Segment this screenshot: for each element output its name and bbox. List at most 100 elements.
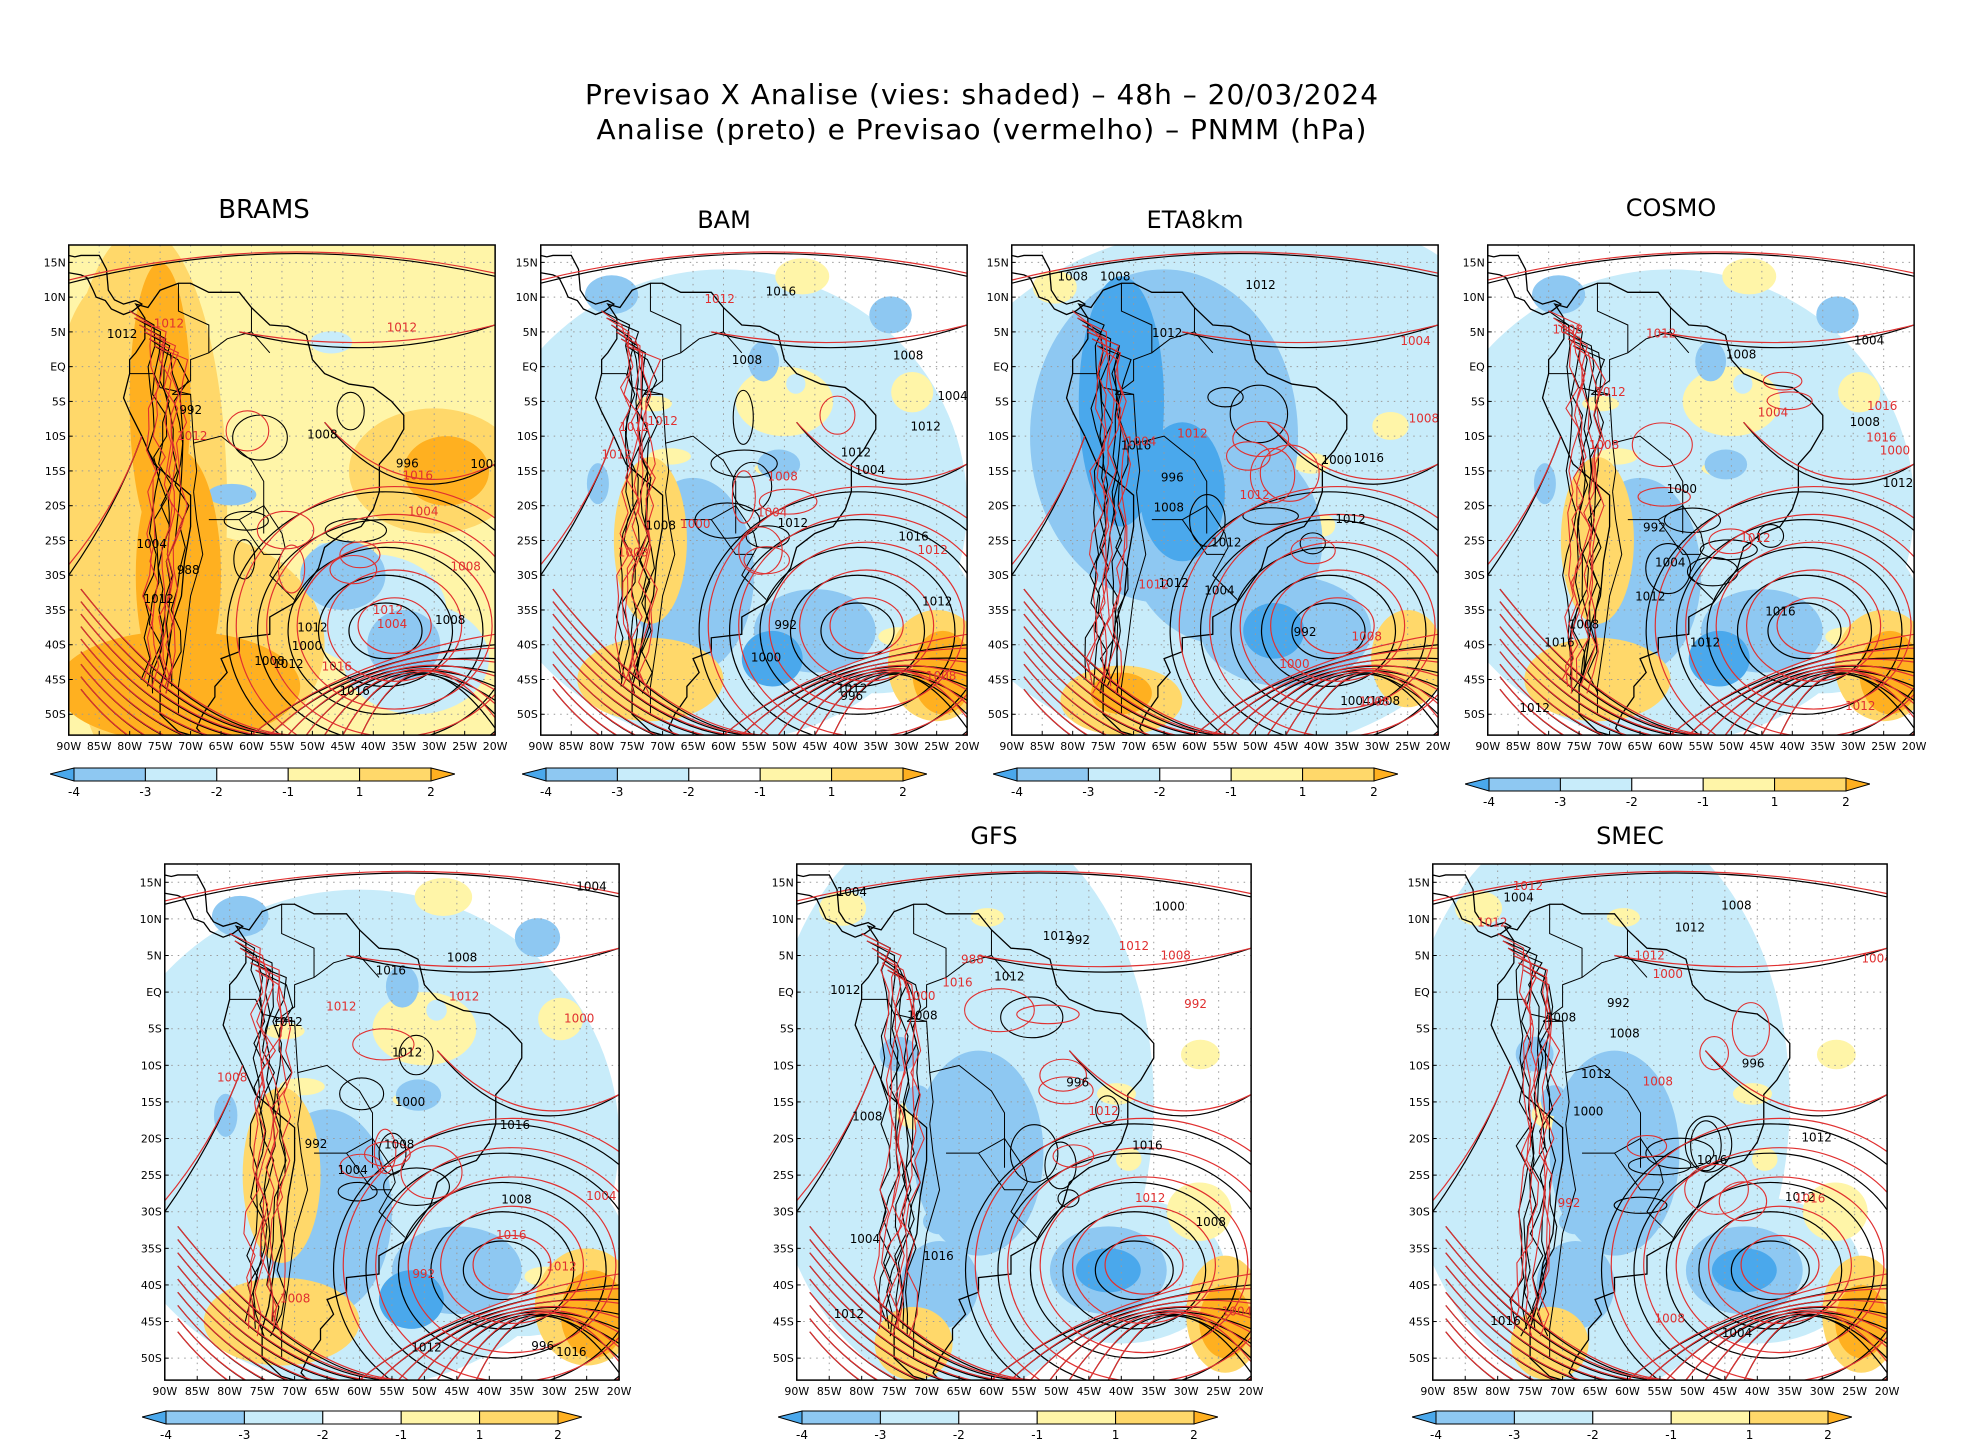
lon-tick-label: 45W	[1076, 1385, 1101, 1398]
isobar	[324, 668, 496, 736]
isobar	[153, 345, 189, 694]
lat-tick-label: EQ	[522, 361, 538, 374]
contour-label: 1012	[1519, 701, 1549, 715]
isobar	[552, 651, 824, 736]
contour-label: 1012	[778, 516, 808, 530]
isobar	[1062, 1211, 1207, 1330]
contour-label: 1012	[841, 445, 871, 459]
isobar	[1259, 444, 1320, 502]
isobar	[144, 331, 179, 680]
colorbar-smec: -4-3-2-11234	[1410, 1410, 1910, 1450]
coastline	[222, 903, 523, 1381]
colorbar-label: 1	[828, 785, 836, 799]
isobar	[1762, 371, 1803, 391]
isobar	[1685, 513, 1915, 736]
contour-label: 1016	[500, 1118, 530, 1132]
isobar	[1507, 947, 1540, 1337]
colorbar-arrow-left	[520, 767, 547, 782]
isobar	[1676, 519, 1915, 736]
lat-tick-label: 50S	[517, 708, 538, 721]
isobar	[698, 491, 968, 736]
lon-tick-label: 70W	[1121, 740, 1146, 753]
lon-tick-label: 40W	[1109, 1385, 1134, 1398]
contour-label: 1012	[1138, 578, 1168, 592]
isobar	[1626, 1134, 1668, 1158]
lon-tick-label: 30W	[894, 740, 919, 753]
contour-label: 996	[1742, 1056, 1765, 1070]
isobar	[324, 421, 496, 481]
isobar	[1445, 1291, 1735, 1381]
lat-tick-label: 5S	[524, 395, 538, 408]
isobar	[1614, 947, 1888, 973]
panel-title-smec: SMEC	[1596, 822, 1664, 850]
contour-label: 1012	[177, 429, 207, 443]
contour-label: 1008	[280, 1291, 310, 1305]
isobar	[796, 421, 968, 481]
lat-tick-label: 50S	[988, 708, 1009, 721]
isobar	[134, 317, 167, 687]
isobar	[1038, 1076, 1094, 1105]
colorbar-segment	[545, 767, 618, 782]
lat-tick-label: 35S	[988, 604, 1009, 617]
isobar	[1432, 1065, 1512, 1202]
isobar	[1675, 1176, 1885, 1354]
contour-label: 1004	[586, 1189, 616, 1203]
bias-shade	[1838, 371, 1881, 413]
bias-shade	[1032, 270, 1077, 304]
isobar	[1637, 486, 1691, 507]
lat-tick-label: 35S	[141, 1242, 162, 1255]
isobar	[711, 324, 968, 344]
lat-tick-label: 40S	[1464, 639, 1485, 652]
bias-shade	[207, 483, 257, 506]
isobar	[337, 1181, 378, 1202]
bias-shade	[1139, 422, 1225, 562]
isobar	[876, 955, 914, 1322]
lat-tick-label: 25S	[988, 534, 1009, 547]
lon-tick-label: 50W	[1719, 740, 1744, 753]
isobar	[1088, 1311, 1252, 1381]
lat-tick-label: 5N	[1415, 949, 1430, 962]
bias-shade	[922, 1208, 957, 1235]
contour-label: 1008	[767, 470, 797, 484]
lon-tick-label: 50W	[772, 740, 797, 753]
colorbar-segment	[243, 1410, 324, 1425]
isobar	[430, 1211, 575, 1330]
isobar	[1487, 252, 1915, 284]
isobar	[1087, 331, 1122, 680]
isobar	[348, 602, 423, 660]
lon-tick-label: 80W	[217, 1385, 242, 1398]
isobar	[540, 252, 968, 284]
isobar	[1761, 669, 1915, 736]
country-border	[946, 1137, 1006, 1168]
country-border	[314, 1137, 374, 1168]
isobar	[1200, 519, 1439, 736]
isobar	[139, 324, 173, 694]
contour-label: 1012	[648, 414, 678, 428]
isobar	[1499, 588, 1711, 736]
contour-label: 1008	[1058, 269, 1088, 283]
isobar	[1029, 1181, 1239, 1359]
isobar	[1010, 1288, 1252, 1381]
isobar	[1704, 1050, 1888, 1112]
isobar	[1627, 1155, 1692, 1176]
isobar	[359, 1273, 620, 1381]
lon-tick-label: 35W	[509, 1385, 534, 1398]
isobar	[1029, 1299, 1252, 1381]
lon-tick-label: 55W	[742, 740, 767, 753]
contour-label: 1016	[1867, 399, 1897, 413]
isobar	[148, 338, 183, 687]
isobar	[1232, 420, 1290, 458]
contour-label: 1012	[143, 592, 173, 606]
isobar	[887, 969, 925, 1337]
contour-label: 1016	[1132, 1139, 1162, 1153]
bias-shade	[1532, 275, 1586, 315]
colorbar-label: -3	[874, 1428, 886, 1442]
bias-shade	[1704, 449, 1748, 480]
colorbar-arrow-right	[1827, 1410, 1854, 1425]
isobar	[552, 676, 849, 736]
colorbar-arrow-left	[776, 1410, 803, 1425]
bias-shade	[414, 878, 473, 916]
isobar	[336, 391, 365, 431]
contour-label: 1012	[1595, 385, 1625, 399]
bias-shade	[1096, 1083, 1136, 1105]
